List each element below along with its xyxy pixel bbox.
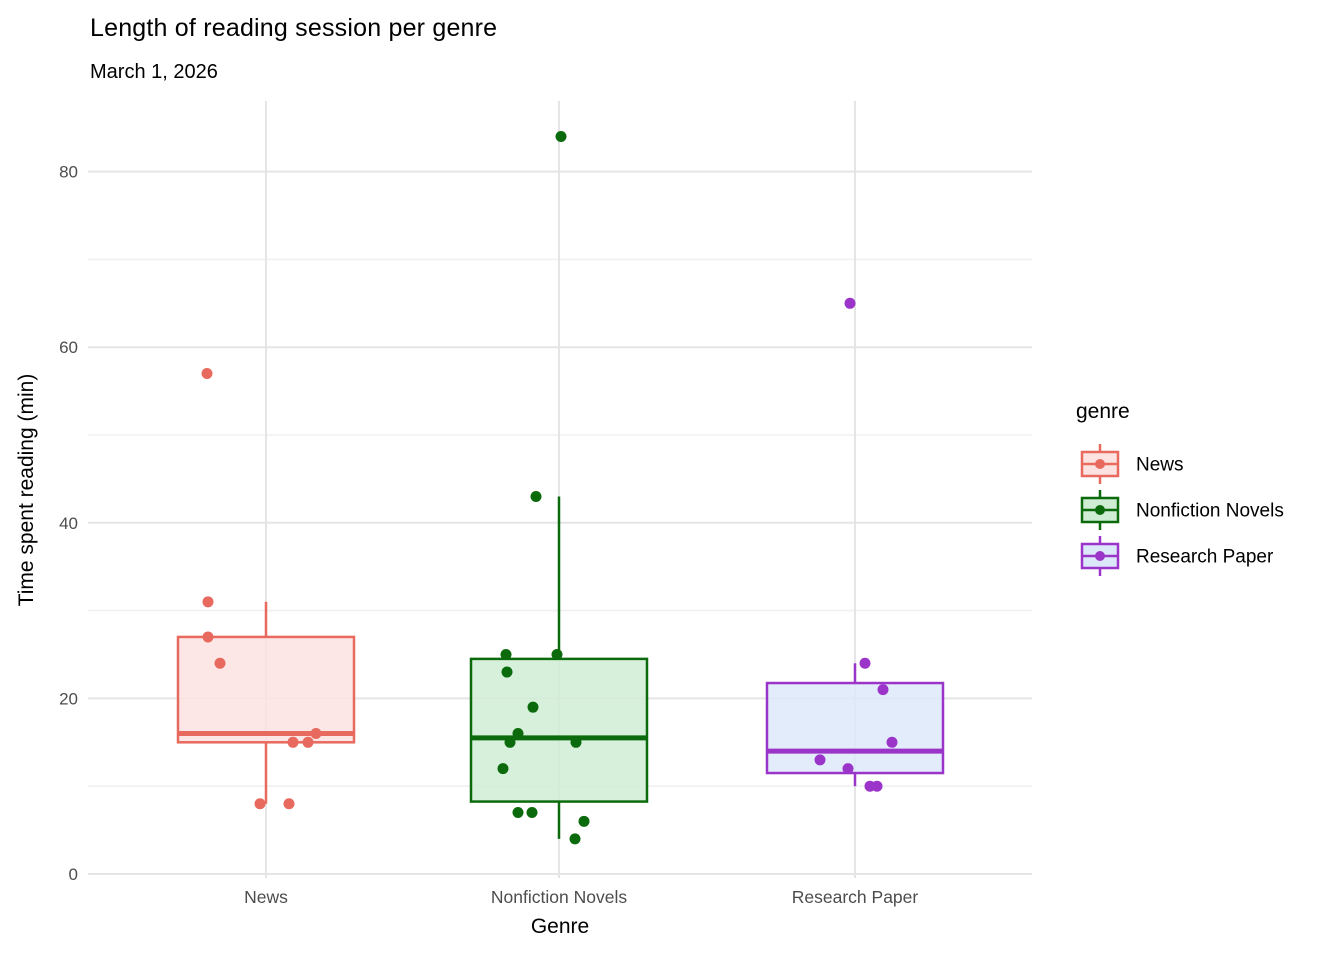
x-tick-label: Nonfiction Novels <box>491 887 627 907</box>
x-tick-label: News <box>244 887 288 907</box>
jitter-point-research-paper <box>842 763 854 775</box>
jitter-point-nonfiction-novels <box>512 807 524 819</box>
jitter-point-research-paper <box>871 780 883 792</box>
jitter-point-nonfiction-novels <box>530 490 542 502</box>
box-nonfiction-novels <box>469 657 649 803</box>
y-tick-label: 0 <box>69 865 78 884</box>
jitter-point-news <box>283 798 295 810</box>
jitter-point-nonfiction-novels <box>504 736 516 748</box>
y-tick-label: 20 <box>59 689 78 708</box>
legend-label-news: News <box>1136 455 1184 476</box>
box-news <box>176 635 356 744</box>
x-tick-label: Research Paper <box>792 887 919 907</box>
jitter-point-research-paper <box>886 736 898 748</box>
legend-title: genre <box>1076 400 1130 423</box>
legend-key-point-nonfiction-novels <box>1095 505 1105 515</box>
x-axis-title: Genre <box>530 915 590 938</box>
jitter-point-research-paper <box>844 297 856 309</box>
jitter-point-news <box>254 798 266 810</box>
jitter-point-news <box>202 596 214 608</box>
jitter-point-nonfiction-novels <box>569 833 581 845</box>
jitter-point-research-paper <box>814 754 826 766</box>
chart-title: Length of reading session per genre <box>90 14 498 42</box>
jitter-point-news <box>202 631 214 643</box>
legend-label-research-paper: Research Paper <box>1136 547 1274 568</box>
legend-label-nonfiction-novels: Nonfiction Novels <box>1136 501 1284 522</box>
y-tick-label: 60 <box>59 338 78 357</box>
y-tick-label: 80 <box>59 163 78 182</box>
jitter-point-news <box>201 368 213 380</box>
legend-key-point-research-paper <box>1095 551 1105 561</box>
jitter-point-research-paper <box>877 684 889 696</box>
box-research-paper <box>765 681 945 775</box>
jitter-point-nonfiction-novels <box>526 807 538 819</box>
jitter-point-nonfiction-novels <box>512 728 524 740</box>
jitter-point-nonfiction-novels <box>555 130 567 142</box>
jitter-point-research-paper <box>859 657 871 669</box>
jitter-point-nonfiction-novels <box>497 763 509 775</box>
legend-key-point-news <box>1095 459 1105 469</box>
jitter-point-news <box>302 736 314 748</box>
jitter-point-news <box>214 657 226 669</box>
chart-subtitle: March 1, 2026 <box>90 61 218 83</box>
jitter-point-nonfiction-novels <box>578 815 590 827</box>
jitter-point-nonfiction-novels <box>527 701 539 713</box>
jitter-point-nonfiction-novels <box>501 666 513 678</box>
jitter-point-nonfiction-novels <box>500 649 512 660</box>
jitter-point-nonfiction-novels <box>570 736 582 748</box>
jitter-point-nonfiction-novels <box>551 649 563 660</box>
y-tick-label: 40 <box>59 514 78 533</box>
jitter-point-news <box>287 736 299 748</box>
jitter-point-news <box>310 728 322 740</box>
